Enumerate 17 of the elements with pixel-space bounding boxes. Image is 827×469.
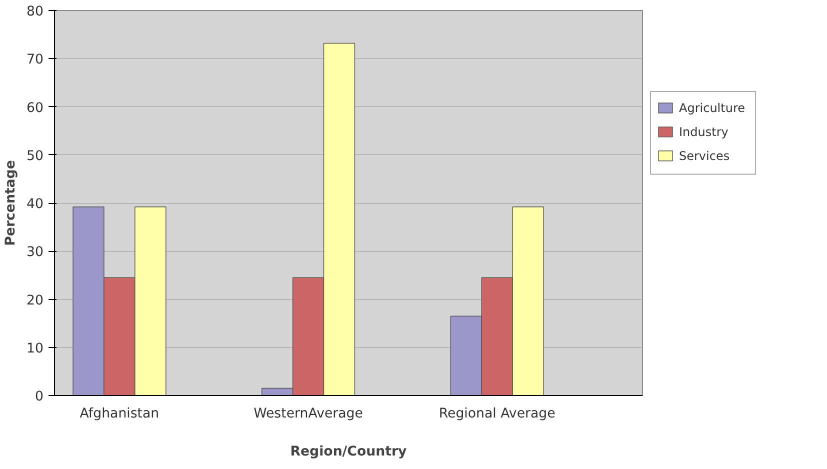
y-tick-label: 50 (26, 148, 44, 164)
y-tick-label: 80 (26, 4, 44, 20)
y-tick-label: 20 (26, 293, 44, 308)
y-tick-label: 0 (35, 390, 44, 404)
y-tick-label: 60 (26, 100, 44, 116)
legend-label: Industry (679, 124, 728, 139)
legend-label: Services (679, 148, 730, 163)
x-tick-label: WesternAverage (254, 406, 363, 422)
legend-label: Agriculture (679, 101, 745, 116)
x-axis-title: Region/Country (290, 444, 408, 460)
y-tick-label: 10 (26, 341, 44, 356)
y-axis-title: Percentage (4, 160, 19, 246)
y-tick-label: 70 (26, 52, 44, 68)
x-tick-label: Afghanistan (80, 406, 160, 422)
y-tick-label: 40 (26, 197, 44, 212)
y-tick-label: 30 (26, 245, 44, 260)
x-tick-label: Regional Average (438, 406, 556, 422)
